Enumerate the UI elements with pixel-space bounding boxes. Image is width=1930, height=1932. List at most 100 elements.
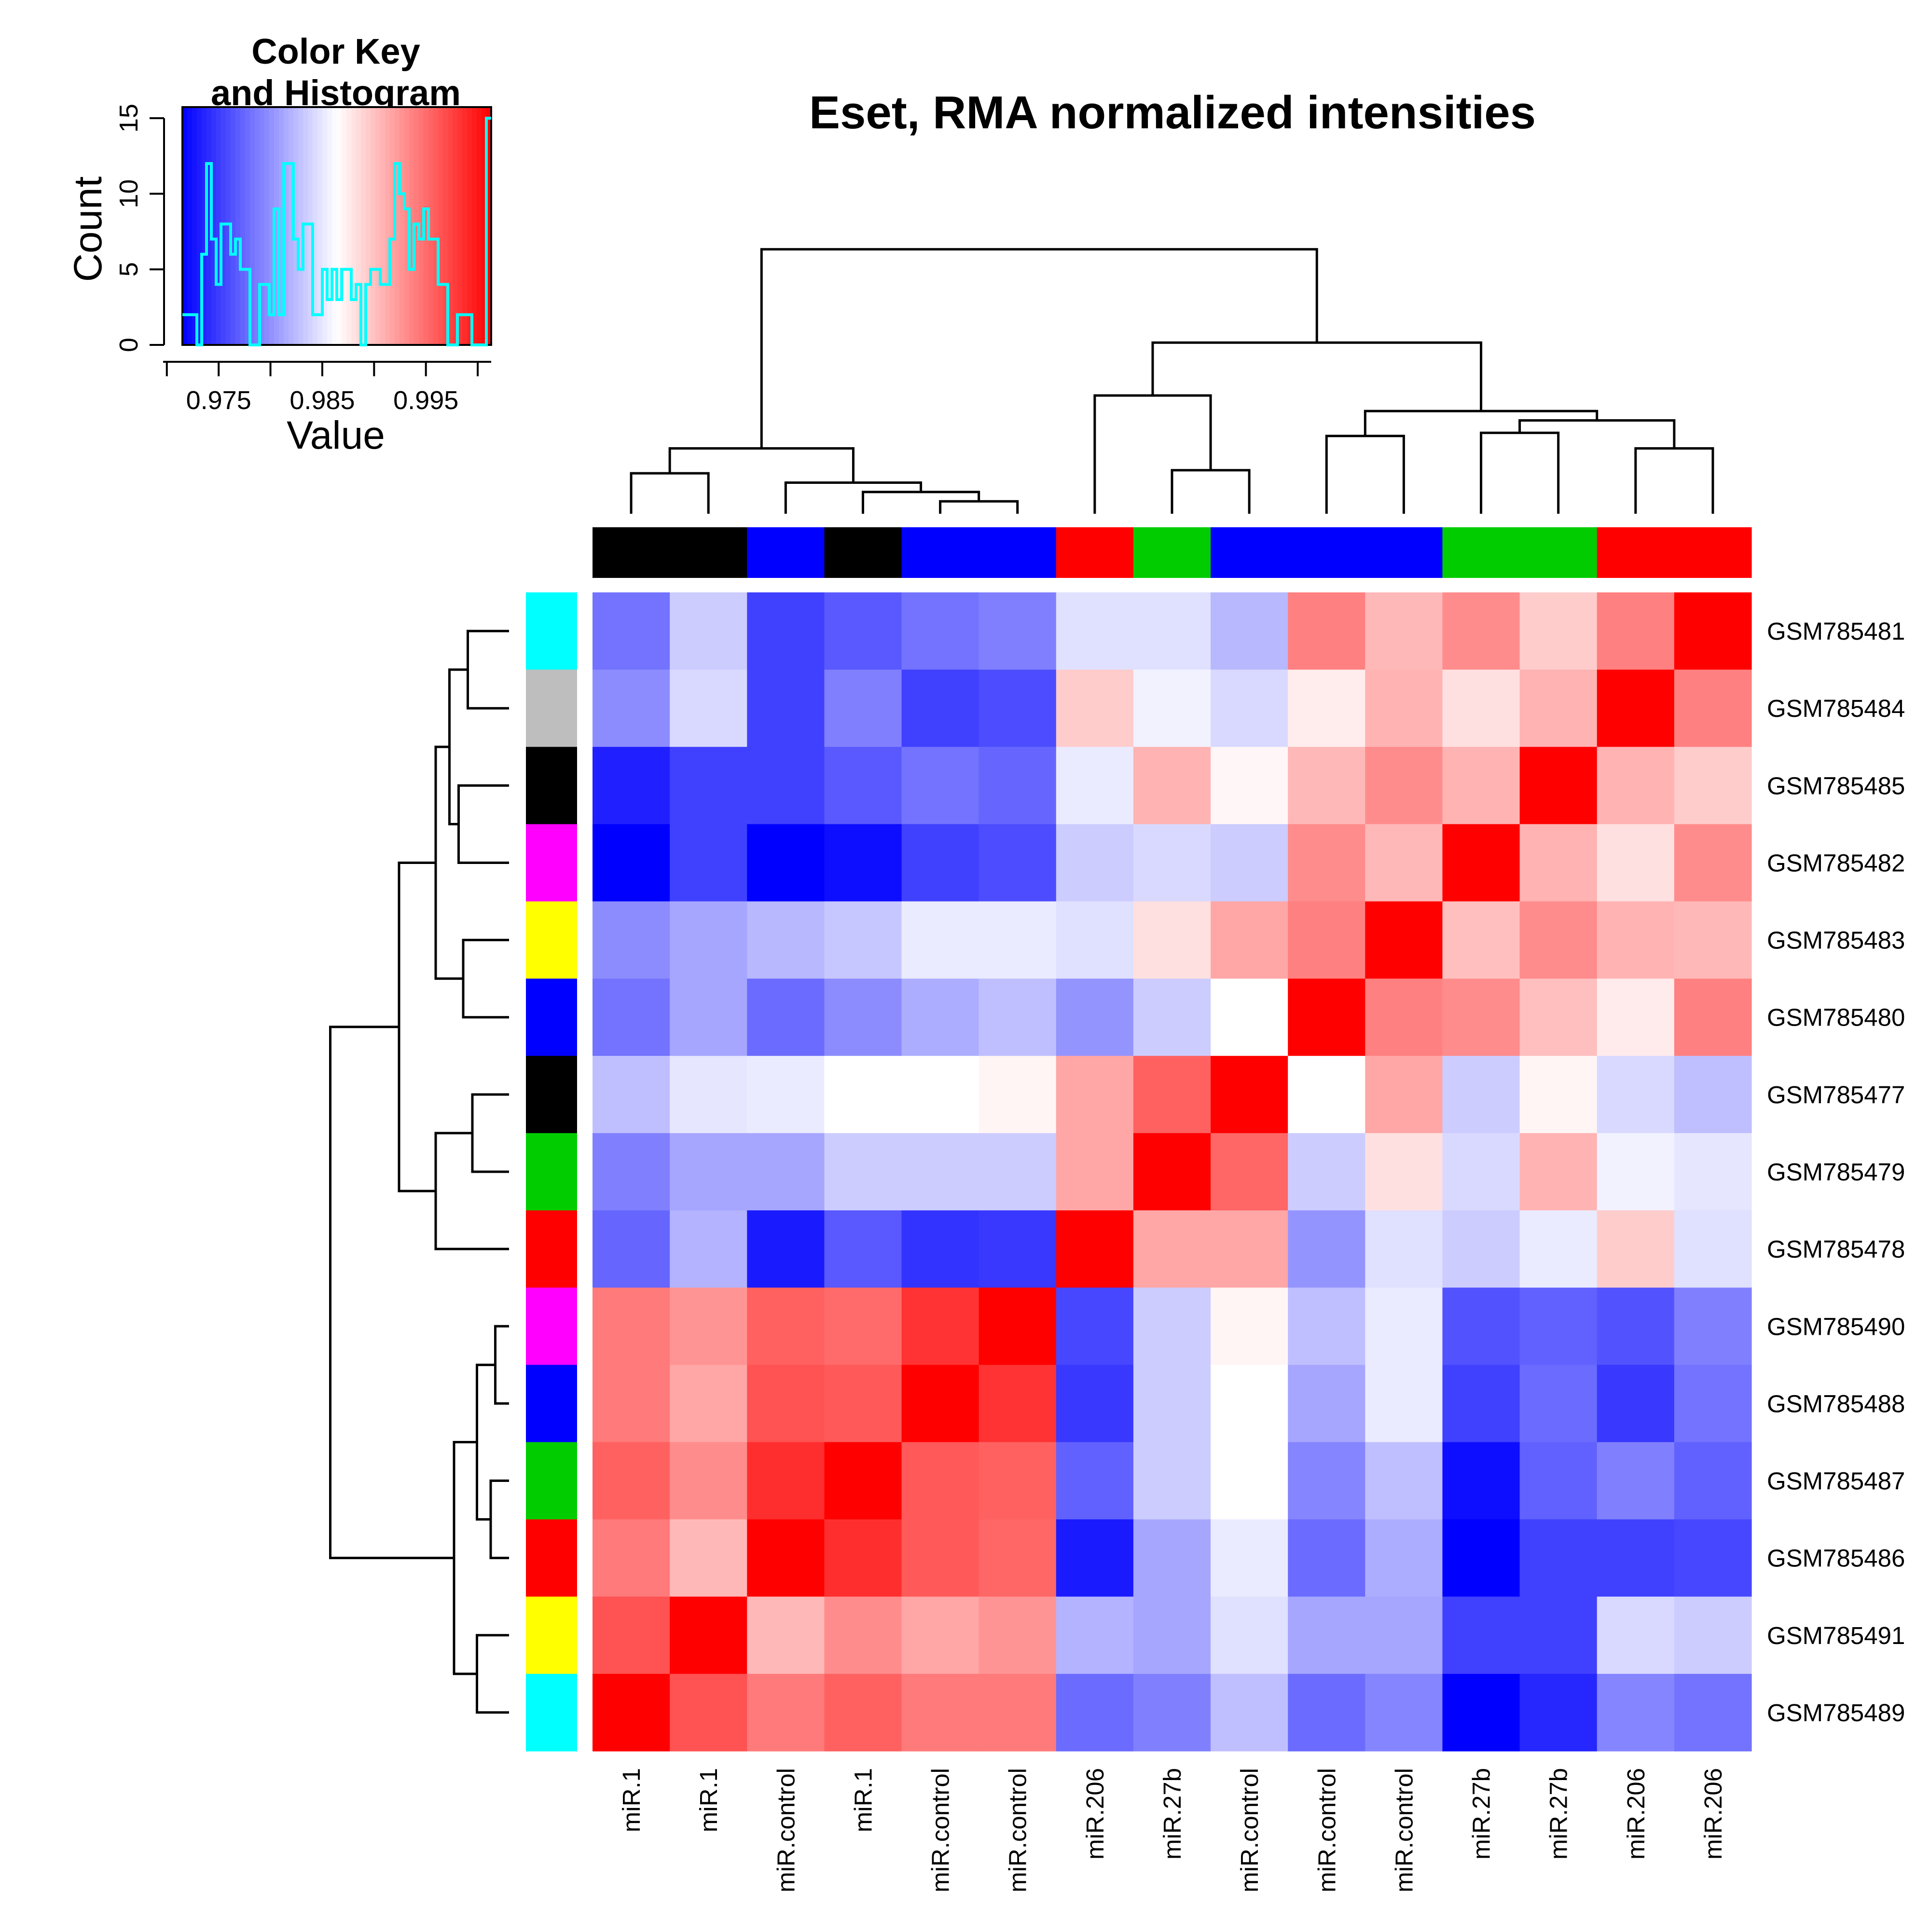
column-dendrogram-branch bbox=[1518, 419, 1676, 449]
heatmap-cell bbox=[1597, 747, 1675, 824]
color-key-y-tick-label: 5 bbox=[114, 262, 143, 276]
heatmap-cell bbox=[747, 1210, 825, 1288]
heatmap-cell bbox=[979, 901, 1057, 979]
color-key-swatch bbox=[216, 107, 221, 345]
heatmap-cell bbox=[1288, 901, 1365, 979]
heatmap-cell bbox=[1365, 592, 1443, 670]
heatmap-cell bbox=[1133, 747, 1211, 824]
heatmap-cell bbox=[670, 1133, 747, 1211]
heatmap-cell bbox=[670, 1055, 747, 1134]
heatmap-cell bbox=[1211, 1210, 1288, 1288]
heatmap-cell bbox=[1133, 1519, 1211, 1597]
heatmap-cell bbox=[1288, 1210, 1365, 1288]
heatmap-cell bbox=[901, 670, 979, 747]
row-side-color bbox=[526, 901, 577, 979]
column-label: miR.206 bbox=[1081, 1768, 1109, 1860]
heatmap-cell bbox=[1365, 1288, 1443, 1365]
heatmap-cell bbox=[593, 901, 670, 979]
heatmap-cell bbox=[1674, 1365, 1752, 1443]
heatmap-cell bbox=[593, 978, 670, 1056]
heatmap-cell bbox=[1288, 824, 1365, 902]
color-key-swatch bbox=[395, 107, 400, 345]
heatmap-cell bbox=[1674, 1442, 1752, 1520]
row-side-color bbox=[526, 1133, 577, 1211]
heatmap-cell bbox=[1288, 592, 1365, 670]
heatmap-cell bbox=[901, 901, 979, 979]
heatmap-cell bbox=[1442, 592, 1520, 670]
row-dendrogram-branch bbox=[471, 1093, 509, 1173]
color-key-swatch bbox=[293, 107, 299, 345]
color-key-swatch bbox=[197, 107, 202, 345]
heatmap-cell bbox=[1056, 1365, 1134, 1443]
color-key-swatch bbox=[207, 107, 212, 345]
heatmap-cell bbox=[747, 1673, 825, 1752]
column-dendrogram bbox=[630, 248, 1714, 514]
heatmap-cell bbox=[1211, 1519, 1288, 1597]
column-label: miR.control bbox=[1236, 1768, 1263, 1892]
color-key-swatch bbox=[322, 107, 328, 345]
heatmap-cell bbox=[1288, 1133, 1365, 1211]
heatmap-cell bbox=[670, 1596, 747, 1674]
color-key-y-tick-label: 10 bbox=[114, 179, 143, 208]
heatmap-cell bbox=[1365, 901, 1443, 979]
row-side-color bbox=[526, 747, 577, 824]
heatmap-cell bbox=[1056, 1442, 1134, 1520]
column-side-color bbox=[1365, 527, 1443, 578]
heatmap-cell bbox=[1056, 901, 1134, 979]
color-key-swatch bbox=[332, 107, 337, 345]
column-side-color bbox=[824, 527, 902, 578]
row-side-colors bbox=[526, 592, 577, 1752]
color-key-swatch bbox=[192, 107, 197, 345]
heatmap-cell bbox=[593, 1442, 670, 1520]
heatmap-cell bbox=[1674, 1055, 1752, 1134]
heatmap-cell bbox=[979, 592, 1057, 670]
heatmap-cell bbox=[901, 1288, 979, 1365]
heatmap-cell bbox=[593, 1673, 670, 1752]
heatmap-cell bbox=[979, 1288, 1057, 1365]
color-key-swatch bbox=[231, 107, 236, 345]
heatmap-cell bbox=[1442, 824, 1520, 902]
heatmap-cell bbox=[747, 670, 825, 747]
color-key-swatch bbox=[250, 107, 255, 345]
heatmap-cell bbox=[1674, 978, 1752, 1056]
heatmap-cell bbox=[1597, 1288, 1675, 1365]
column-side-color bbox=[1442, 527, 1520, 578]
row-label: GSM785489 bbox=[1767, 1699, 1905, 1726]
color-key-swatch bbox=[356, 107, 361, 345]
heatmap-cell bbox=[901, 592, 979, 670]
heatmap-cell bbox=[901, 1596, 979, 1674]
color-key-swatch bbox=[260, 107, 265, 345]
heatmap-cell bbox=[1365, 1055, 1443, 1134]
heatmap-cell bbox=[1519, 670, 1598, 747]
heatmap-cell bbox=[1442, 747, 1520, 824]
color-key-y-tick-label: 0 bbox=[114, 338, 143, 352]
heatmap-cell bbox=[1365, 670, 1443, 747]
heatmap-cell bbox=[1442, 1442, 1520, 1520]
heatmap-cell bbox=[593, 747, 670, 824]
heatmap-cell bbox=[1288, 1596, 1365, 1674]
column-side-colors bbox=[593, 527, 1752, 578]
heatmap-cell bbox=[1288, 1442, 1365, 1520]
column-label: miR.206 bbox=[1699, 1768, 1727, 1860]
heatmap-cell bbox=[670, 1365, 747, 1443]
heatmap-cell bbox=[824, 592, 902, 670]
column-label: miR.206 bbox=[1622, 1768, 1650, 1860]
color-key-swatch bbox=[467, 107, 472, 345]
heatmap-cell bbox=[1519, 592, 1598, 670]
color-key-swatch bbox=[279, 107, 284, 345]
heatmap-cell bbox=[670, 1210, 747, 1288]
heatmap-cell bbox=[1674, 747, 1752, 824]
column-dendrogram-branch bbox=[1093, 394, 1212, 514]
color-key-swatch bbox=[303, 107, 308, 345]
color-key-swatch bbox=[327, 107, 332, 345]
heatmap-cell bbox=[593, 1365, 670, 1443]
row-side-color bbox=[526, 1519, 577, 1597]
heatmap-cell bbox=[1597, 1442, 1675, 1520]
chart-title: Eset, RMA normalized intensities bbox=[809, 87, 1536, 138]
heatmap-cell bbox=[1133, 824, 1211, 902]
heatmap-cell bbox=[1365, 1596, 1443, 1674]
row-side-color bbox=[526, 670, 577, 747]
color-key-swatch bbox=[342, 107, 347, 345]
heatmap-cell bbox=[1674, 1596, 1752, 1674]
